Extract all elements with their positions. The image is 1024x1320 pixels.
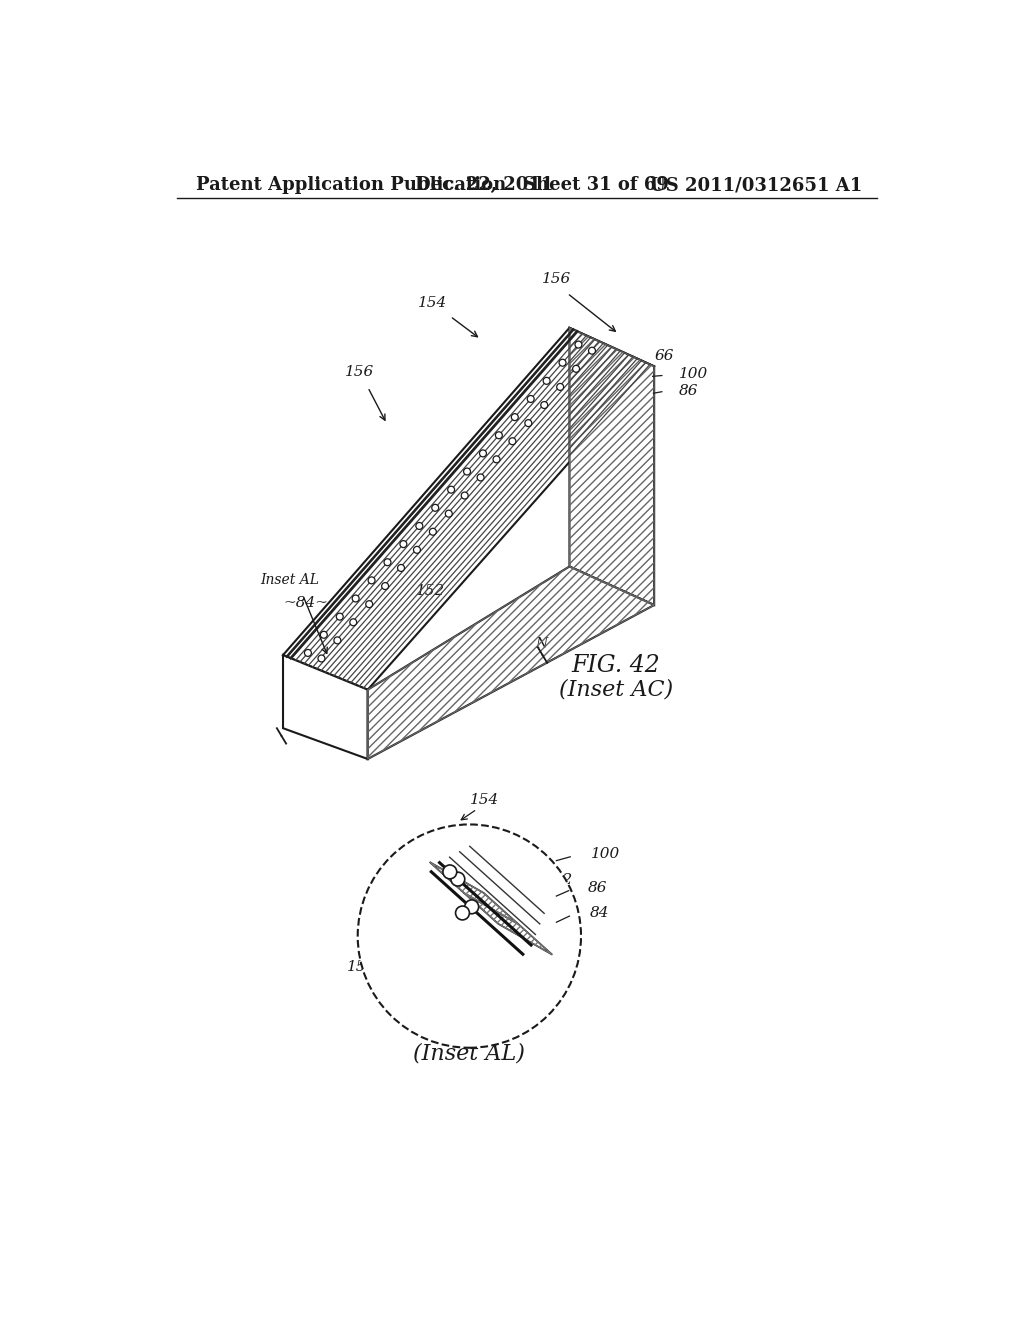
- Text: (Inset AC): (Inset AC): [559, 678, 673, 701]
- Circle shape: [416, 523, 423, 529]
- Text: Sheet 31 of 69: Sheet 31 of 69: [523, 177, 669, 194]
- Circle shape: [400, 541, 407, 548]
- Circle shape: [350, 619, 356, 626]
- Text: FIG. 42: FIG. 42: [571, 653, 660, 677]
- Circle shape: [572, 366, 580, 372]
- Text: Dec. 22, 2011: Dec. 22, 2011: [416, 177, 554, 194]
- Text: ~84~: ~84~: [284, 597, 329, 610]
- Circle shape: [384, 558, 391, 566]
- Text: 156: 156: [345, 366, 375, 379]
- Circle shape: [543, 378, 550, 384]
- Circle shape: [432, 504, 438, 511]
- Circle shape: [541, 401, 548, 408]
- Text: 100: 100: [591, 846, 621, 861]
- Text: 156: 156: [347, 960, 376, 974]
- Circle shape: [443, 865, 457, 879]
- Circle shape: [336, 614, 343, 620]
- Polygon shape: [283, 655, 368, 759]
- Circle shape: [589, 347, 596, 354]
- Circle shape: [525, 420, 531, 426]
- Circle shape: [456, 906, 469, 920]
- Circle shape: [429, 528, 436, 535]
- Polygon shape: [430, 862, 518, 924]
- Circle shape: [447, 486, 455, 494]
- Circle shape: [559, 359, 566, 366]
- Circle shape: [318, 655, 325, 661]
- Circle shape: [493, 455, 500, 463]
- Text: N: N: [535, 636, 547, 651]
- Text: 156: 156: [542, 272, 571, 286]
- Text: Patent Application Publication: Patent Application Publication: [196, 177, 506, 194]
- Circle shape: [464, 469, 470, 475]
- Text: 100: 100: [679, 367, 708, 381]
- Text: (Inset AL): (Inset AL): [414, 1043, 525, 1064]
- Circle shape: [461, 492, 468, 499]
- Polygon shape: [368, 566, 654, 759]
- Circle shape: [511, 413, 518, 421]
- Circle shape: [368, 577, 375, 583]
- Text: 66: 66: [654, 350, 674, 363]
- Text: Inset AL: Inset AL: [260, 573, 318, 587]
- Text: 84: 84: [590, 906, 609, 920]
- Circle shape: [445, 510, 453, 517]
- Circle shape: [465, 900, 478, 913]
- Circle shape: [557, 383, 563, 391]
- Text: 154: 154: [470, 793, 500, 807]
- Text: US 2011/0312651 A1: US 2011/0312651 A1: [650, 177, 862, 194]
- Circle shape: [357, 825, 581, 1048]
- Text: 152: 152: [544, 873, 573, 887]
- Circle shape: [477, 474, 484, 480]
- Circle shape: [334, 638, 341, 644]
- Circle shape: [496, 432, 503, 438]
- Text: 152: 152: [416, 585, 445, 598]
- Circle shape: [366, 601, 373, 607]
- Polygon shape: [569, 327, 654, 605]
- Circle shape: [321, 631, 328, 639]
- Text: 86: 86: [679, 384, 698, 397]
- Circle shape: [414, 546, 421, 553]
- Circle shape: [479, 450, 486, 457]
- Circle shape: [382, 582, 388, 590]
- Circle shape: [575, 341, 582, 348]
- Circle shape: [527, 396, 535, 403]
- Circle shape: [397, 565, 404, 572]
- Polygon shape: [464, 892, 552, 954]
- Text: 154: 154: [418, 296, 447, 310]
- Text: FIG. 43: FIG. 43: [425, 1015, 514, 1039]
- Circle shape: [304, 649, 311, 656]
- Circle shape: [352, 595, 359, 602]
- Polygon shape: [283, 327, 654, 689]
- Circle shape: [509, 438, 516, 445]
- Text: 86: 86: [588, 880, 607, 895]
- Circle shape: [451, 873, 465, 886]
- Text: 153: 153: [485, 966, 515, 979]
